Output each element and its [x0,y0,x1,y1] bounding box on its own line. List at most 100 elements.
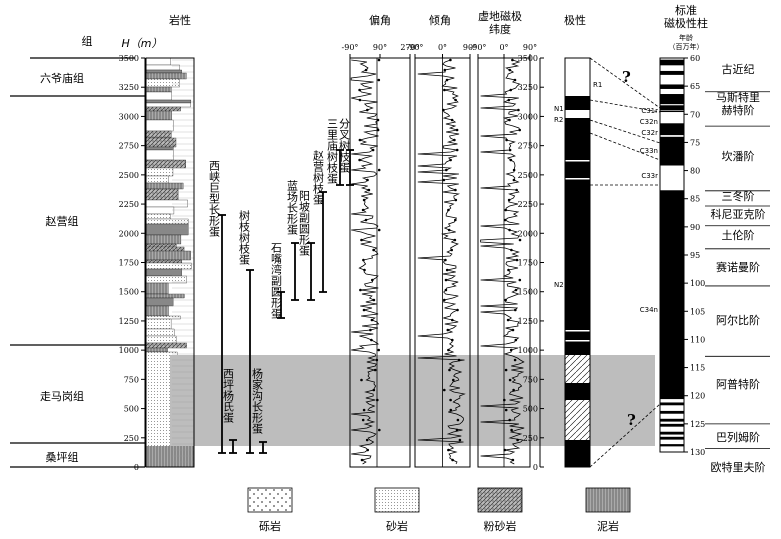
panel-data-point [378,428,381,432]
depth-tick-label: 250 [124,434,139,443]
polarity-depth-label: 3500 [518,54,538,63]
panel-data-point [443,68,447,72]
vgp-panel: -90° 0° 90° [470,43,537,468]
depth-tick-label: 3250 [119,83,139,92]
formation-lines [10,57,145,468]
polarity-label: R1 [593,81,602,89]
panel-data-point [371,278,374,282]
litho-layer [145,347,168,353]
panel-data-point [454,98,457,102]
polarity-depth-label: 1000 [518,346,538,355]
panel-data-point [372,388,376,392]
legend-swatch-mudstone [585,487,631,513]
panel-data-point [511,328,515,332]
gpts-normal-chron [660,123,684,136]
legend-conglomerate: 砾岩 [259,519,281,533]
age-tick-label: 110 [690,335,705,344]
litho-layer [145,282,169,295]
panel-data-point [376,118,380,122]
litho-layer [145,106,181,112]
panel-data-point [363,268,366,272]
panel-data-point [448,368,451,372]
polarity-depth-label: 250 [523,434,538,443]
stage-label: 阿尔比阶 [716,313,760,327]
panel-data-point [508,228,511,232]
stage-label: 坎潘阶 [722,149,755,163]
panel-data-point [372,248,375,252]
panel-data-point [451,458,454,462]
stage-label: 巴列姆阶 [716,430,760,444]
polarity-thin-reversal [565,330,590,332]
panel-data-point [509,88,512,92]
correlation-lines [589,57,661,468]
age-tick-label: 115 [690,364,705,373]
age-tick-label: 125 [690,420,705,429]
panel-data-point [377,78,381,82]
panel-data-point [506,318,510,322]
formation-zhaoying: 赵营组 [46,214,79,228]
litho-layer [145,297,174,307]
panel-data-point [373,368,377,372]
litho-layer [145,218,189,225]
depth-tick-label: 1750 [119,259,139,268]
polarity-depth-label: 2000 [518,229,538,238]
polarity-thin-reversal [565,178,590,180]
polarity-label: R2 [554,116,563,124]
polarity-depth-label: 2750 [518,142,538,151]
stage-label: 马斯特里 [716,90,760,104]
panel-data-point [443,298,446,302]
litho-layer [145,64,180,71]
header-inclination: 倾角 [429,14,451,27]
egg-label: 杨家沟长形蛋 [251,367,264,435]
chron-label: C32r [641,129,658,137]
legend-mudstone: 泥岩 [597,519,619,533]
panel-data-point [518,128,521,132]
litho-layer [145,188,179,201]
stage-label: 土伦阶 [722,228,755,242]
panel-data-point [450,248,454,252]
age-tick-label: 60 [690,54,700,63]
litho-layer [145,305,169,317]
question-mark-top: ? [622,68,631,86]
question-mark-bottom: ? [627,411,636,429]
age-tick-label: 120 [690,392,705,401]
egg-label: 石嘴湾副圆形蛋 [270,242,283,320]
polarity-label: N1 [554,105,564,113]
litho-layer [145,293,185,299]
litho-layer [145,78,180,88]
depth-tick-label: 2250 [119,200,139,209]
panel-data-point [447,448,450,452]
panel-data-point [509,348,513,352]
panel-data-point [458,438,462,442]
depth-tick-label: 1500 [119,288,139,297]
panel-data-point [508,68,512,72]
panel-data-point [508,118,511,122]
panel-data-point [372,298,376,302]
litho-layer [146,446,194,467]
header-vgp-2: 纬度 [489,22,511,36]
depth-tick-label: 3500 [119,54,139,63]
panel-data-point [360,378,363,382]
polarity-depth-label: 3250 [518,83,538,92]
gpts-normal-chron [660,136,684,166]
panel-data-point [455,128,459,132]
panel-data-point [504,298,507,302]
polarity-depth-label: 750 [523,375,538,384]
polarity-depth-label: 3000 [518,112,538,121]
panel-data-point [445,78,449,82]
panel-data-point [446,328,450,332]
litho-layer [145,146,174,151]
header-vgp-1: 虚地磁极 [478,9,522,23]
panel-data-point [454,198,458,202]
panel-data-point [447,208,450,212]
litho-layer [145,223,189,236]
panel-data-point [362,198,366,202]
declination-panel: -90° 90° 270° [342,43,420,468]
panel-data-point [449,398,452,402]
panel-tick-label: 90° [373,43,387,52]
panel-data-point [362,308,366,312]
panel-data-point [457,358,461,362]
panel-data-point [447,348,450,352]
panel-tick-label: 0° [499,43,508,52]
